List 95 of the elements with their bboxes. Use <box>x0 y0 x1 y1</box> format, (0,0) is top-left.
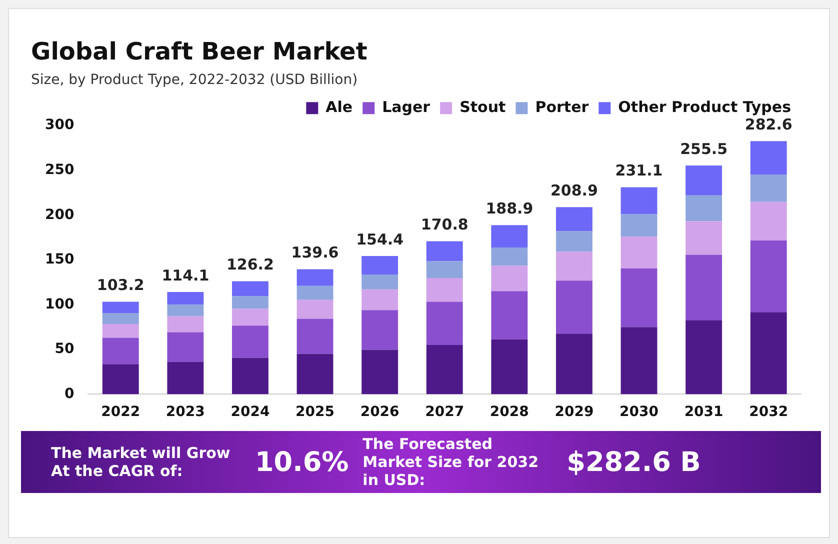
x-tick-label: 2023 <box>166 404 205 420</box>
bar <box>232 326 268 358</box>
total-label: 139.6 <box>291 244 339 262</box>
bar <box>362 256 398 274</box>
bar <box>686 320 722 394</box>
bar <box>296 269 334 286</box>
y-tick-label: 200 <box>44 206 74 223</box>
bar <box>362 274 398 290</box>
text: The Forecasted Market Size for 2032 in USD: <box>362 435 540 489</box>
text: The Market will Grow At the CAGR of: <box>51 444 232 480</box>
bar <box>750 312 787 394</box>
bar <box>491 339 528 394</box>
x-tick-label: 2022 <box>101 404 140 420</box>
x-tick-label: 2032 <box>749 404 788 420</box>
total-label: 188.9 <box>486 199 534 218</box>
legend-label: Ale <box>326 98 353 116</box>
bar <box>426 345 463 394</box>
bar <box>491 291 528 340</box>
bar <box>426 261 463 278</box>
chart-subtitle: Size, by Product Type, 2022-2032 (USD Billion) <box>31 72 358 88</box>
text: $282.6 B <box>566 446 701 478</box>
x-tick-label: 2029 <box>554 404 594 420</box>
bar <box>556 334 592 394</box>
bar <box>620 214 658 237</box>
bar <box>750 240 787 312</box>
bar <box>362 310 398 350</box>
x-tick-label: 2031 <box>684 404 724 420</box>
bar <box>556 280 592 334</box>
y-tick-label: 0 <box>64 386 74 402</box>
bar <box>686 254 722 320</box>
x-tick-label: 2025 <box>296 404 334 420</box>
y-tick-label: 250 <box>44 162 74 178</box>
x-tick-label: 2026 <box>360 404 400 420</box>
bar <box>296 318 334 354</box>
total-label: 170.8 <box>420 216 468 234</box>
bar <box>167 292 204 305</box>
total-label: 231.1 <box>615 162 663 180</box>
x-tick-label: 2030 <box>620 404 659 420</box>
bar <box>686 195 722 222</box>
bar <box>232 308 268 326</box>
bar <box>686 165 722 196</box>
bar <box>167 332 204 362</box>
total-label: 103.2 <box>96 276 144 294</box>
legend-label: Stout <box>460 98 506 116</box>
bar <box>296 354 334 394</box>
bar <box>750 141 787 174</box>
bar <box>102 324 139 338</box>
total-label: 208.9 <box>550 182 598 200</box>
bar <box>232 281 268 296</box>
bar <box>620 268 658 328</box>
y-tick-label: 100 <box>44 296 74 312</box>
x-tick-label: 2027 <box>425 404 464 420</box>
total-label: 154.4 <box>356 230 404 248</box>
bar <box>102 312 139 324</box>
bar <box>102 364 139 394</box>
total-label: 126.2 <box>226 256 274 274</box>
bar <box>556 207 592 232</box>
bar <box>296 300 334 319</box>
bar <box>362 350 398 394</box>
total-label: 255.5 <box>680 140 728 158</box>
bar <box>167 362 204 394</box>
legend-label: Lager <box>382 98 431 116</box>
y-tick-label: 300 <box>44 117 74 134</box>
y-tick-label: 50 <box>54 341 74 358</box>
total-label: 282.6 <box>744 116 792 134</box>
bar <box>750 202 787 240</box>
bar <box>491 266 528 292</box>
bar <box>620 236 658 268</box>
bar <box>426 278 463 302</box>
bar <box>167 304 204 316</box>
bar <box>556 231 592 252</box>
x-tick-label: 2024 <box>230 404 270 420</box>
bar <box>232 296 268 309</box>
bar <box>750 174 787 202</box>
bar <box>426 241 463 262</box>
bar <box>296 286 334 300</box>
bar <box>102 302 139 313</box>
bar <box>556 252 592 281</box>
bar <box>232 358 268 394</box>
legend-label: Other Product Types <box>618 98 792 116</box>
bar <box>167 316 204 332</box>
x-tick-label: 2028 <box>490 404 529 420</box>
y-tick-label: 150 <box>44 252 74 268</box>
bar <box>102 338 139 364</box>
bar <box>426 302 463 346</box>
bar <box>620 187 658 214</box>
text: 10.6% <box>255 446 349 478</box>
bar <box>491 225 528 248</box>
bar <box>620 327 658 394</box>
bar <box>362 289 398 310</box>
legend-label: Porter <box>535 98 590 116</box>
total-label: 114.1 <box>162 266 210 284</box>
bar <box>686 221 722 255</box>
chart-title: Global Craft Beer Market <box>31 38 368 66</box>
bar <box>491 248 528 266</box>
